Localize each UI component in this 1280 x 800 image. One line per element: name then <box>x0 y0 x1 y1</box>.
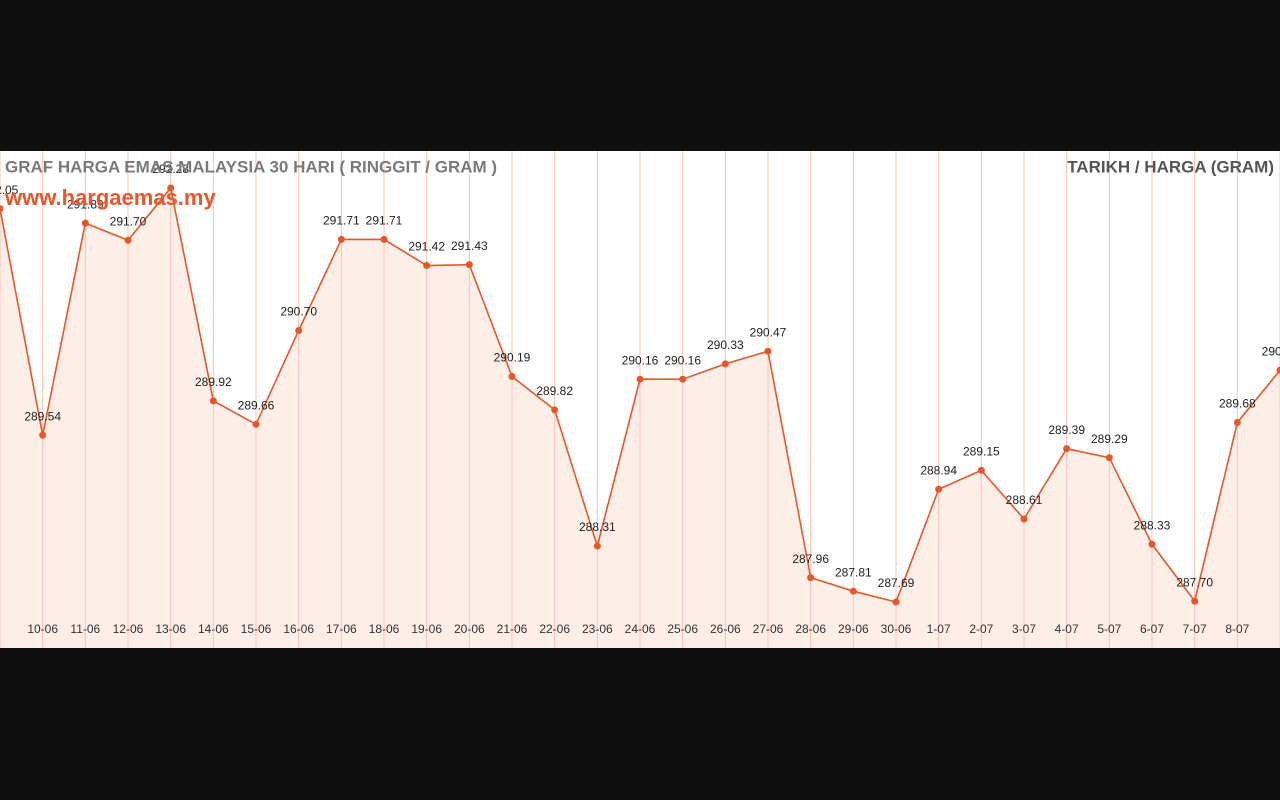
x-tick-label: 11-06 <box>70 622 100 636</box>
point <box>551 406 559 414</box>
point <box>295 326 303 334</box>
point <box>679 375 687 383</box>
point <box>124 236 132 244</box>
point <box>209 397 217 405</box>
data-label: 291.43 <box>451 239 488 253</box>
point <box>636 375 644 383</box>
data-label: 289.82 <box>536 384 573 398</box>
x-tick-label: 20-06 <box>454 622 485 636</box>
data-label: 289.92 <box>195 375 232 389</box>
point <box>1148 540 1156 548</box>
data-label: 289.66 <box>238 398 275 412</box>
data-label: 289.29 <box>1091 432 1128 446</box>
axis-title: TARIKH / HARGA (GRAM) <box>1067 157 1274 176</box>
data-label: 287.81 <box>835 565 872 579</box>
point <box>167 184 175 192</box>
x-tick-label: 3-07 <box>1012 622 1036 636</box>
data-label: 288.61 <box>1006 493 1043 507</box>
x-tick-label: 6-07 <box>1140 622 1164 636</box>
x-tick-label: 1-07 <box>927 622 951 636</box>
point <box>1276 366 1280 374</box>
x-tick-label: 15-06 <box>241 622 272 636</box>
x-tick-label: 26-06 <box>710 622 741 636</box>
data-label: 290.16 <box>664 353 701 367</box>
point <box>721 360 729 368</box>
x-tick-label: 24-06 <box>625 622 656 636</box>
data-label: 292.05 <box>0 183 19 197</box>
data-label: 291.70 <box>110 214 147 228</box>
point <box>892 598 900 606</box>
point <box>423 262 431 270</box>
data-label: 291.71 <box>323 214 360 228</box>
x-tick-label: 28-06 <box>795 622 826 636</box>
point <box>977 466 985 474</box>
data-label: 288.94 <box>920 463 957 477</box>
point <box>252 420 260 428</box>
plot-area: 10-06 11-06 12-06 13-06 14-06 15-06 16-06 17-06… <box>0 151 1280 648</box>
data-label: 291.71 <box>366 214 403 228</box>
point <box>39 431 47 439</box>
data-label: 290.19 <box>494 351 531 365</box>
x-tick-label: 12-06 <box>113 622 144 636</box>
data-label: 289.39 <box>1048 423 1085 437</box>
x-tick-label: 8-07 <box>1225 622 1249 636</box>
point <box>849 587 857 595</box>
data-label: 289.54 <box>24 409 61 423</box>
data-label: 287.70 <box>1176 575 1213 589</box>
point <box>935 485 943 493</box>
data-label: 289.15 <box>963 444 1000 458</box>
data-label: 288.33 <box>1134 518 1171 532</box>
x-tick-label: 13-06 <box>155 622 186 636</box>
data-label: 290.16 <box>622 353 659 367</box>
x-tick-label: 4-07 <box>1055 622 1079 636</box>
x-tick-label: 5-07 <box>1097 622 1121 636</box>
x-tick-label: 23-06 <box>582 622 613 636</box>
x-tick-label: 19-06 <box>411 622 442 636</box>
point <box>465 261 473 269</box>
watermark: www.hargaemas.my <box>4 185 216 210</box>
x-tick-label: 2-07 <box>969 622 993 636</box>
point <box>1063 445 1071 453</box>
point <box>593 542 601 550</box>
chart-title: GRAF HARGA EMAS MALAYSIA 30 HARI ( RINGG… <box>5 157 497 176</box>
data-label: 289.68 <box>1219 397 1256 411</box>
x-tick-label: 17-06 <box>326 622 357 636</box>
point <box>380 235 388 243</box>
x-tick-label: 29-06 <box>838 622 869 636</box>
x-tick-label: 25-06 <box>667 622 698 636</box>
data-label: 290.70 <box>280 305 317 319</box>
point <box>1105 454 1113 462</box>
point <box>764 347 772 355</box>
x-tick-label: 21-06 <box>497 622 528 636</box>
data-label: 290.26 <box>1262 344 1280 358</box>
x-tick-label: 22-06 <box>539 622 570 636</box>
x-tick-label: 16-06 <box>283 622 314 636</box>
point <box>807 574 815 582</box>
point <box>1020 515 1028 523</box>
point <box>81 219 89 227</box>
x-tick-label: 10-06 <box>27 622 58 636</box>
point <box>1233 419 1241 427</box>
point <box>1191 597 1199 605</box>
x-tick-label: 7-07 <box>1183 622 1207 636</box>
point <box>508 372 516 380</box>
data-label: 287.96 <box>792 552 829 566</box>
data-label: 287.69 <box>878 576 915 590</box>
data-label: 291.42 <box>408 240 445 254</box>
data-label: 292.28 <box>152 162 189 176</box>
data-label: 290.47 <box>750 325 787 339</box>
x-tick-label: 30-06 <box>881 622 912 636</box>
point <box>0 205 4 213</box>
point <box>337 235 345 243</box>
x-tick-label: 27-06 <box>753 622 784 636</box>
data-label: 291.89 <box>67 197 104 211</box>
x-tick-label: 18-06 <box>369 622 400 636</box>
data-label: 290.33 <box>707 338 744 352</box>
data-label: 288.31 <box>579 520 616 534</box>
x-tick-label: 14-06 <box>198 622 229 636</box>
